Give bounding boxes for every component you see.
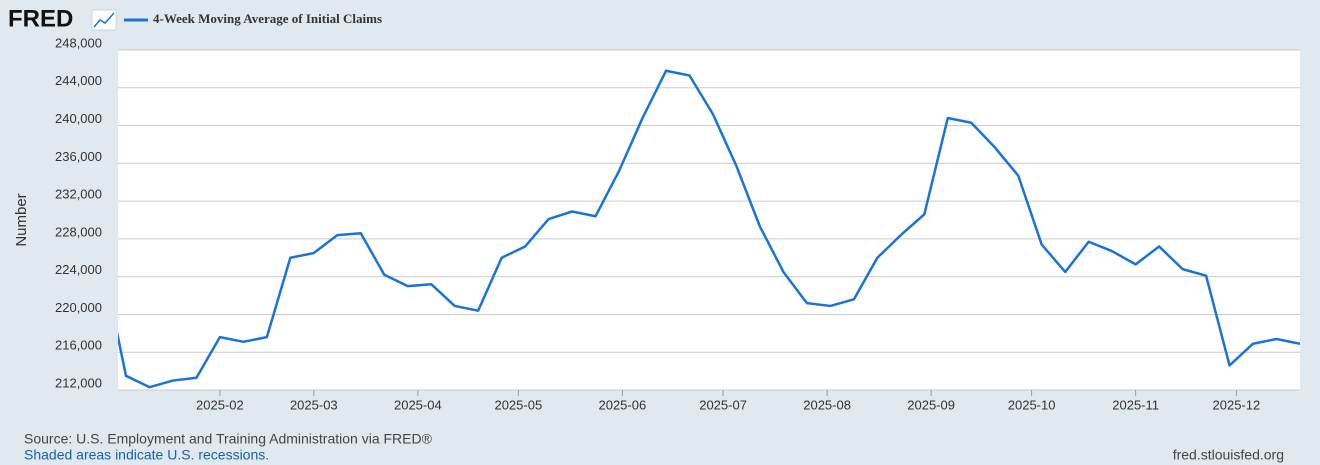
x-tick-label: 2025-11 — [1112, 397, 1159, 412]
y-tick-label: 216,000 — [55, 338, 102, 353]
y-tick-label: 240,000 — [55, 111, 102, 126]
x-tick-label: 2025-08 — [803, 397, 851, 412]
source: Source: U.S. Employment and Training Adm… — [24, 431, 433, 447]
y-tick-label: 232,000 — [55, 187, 102, 202]
x-tick-label: 2025-06 — [598, 397, 646, 412]
x-tick-label: 2025-09 — [907, 397, 955, 412]
x-tick-label: 2025-10 — [1008, 397, 1056, 412]
y-tick-label: 228,000 — [55, 224, 102, 239]
y-tick-label: 220,000 — [55, 300, 102, 315]
series-line — [118, 69, 1300, 389]
x-tick-label: 2025-05 — [494, 397, 542, 412]
y-tick-label: 212,000 — [55, 375, 102, 390]
x-tick-label: 2025-02 — [196, 397, 244, 412]
y-tick-label: 224,000 — [55, 262, 102, 277]
y-axis-label: Number — [13, 193, 30, 246]
y-tick-label: 248,000 — [55, 35, 102, 50]
recession-note[interactable]: Shaded areas indicate U.S. recessions. — [24, 447, 269, 463]
plot-area — [118, 50, 1300, 390]
y-tick-label: 236,000 — [55, 149, 102, 164]
logo: FRED — [8, 5, 73, 32]
y-tick-label: 244,000 — [55, 73, 102, 88]
site[interactable]: fred.stlouisfed.org — [1173, 447, 1284, 463]
x-tick-label: 2025-12 — [1213, 397, 1261, 412]
logo-icon — [91, 9, 117, 31]
legend-label: 4-Week Moving Average of Initial Claims — [153, 11, 382, 26]
x-tick-label: 2025-04 — [394, 397, 442, 412]
x-tick-label: 2025-03 — [290, 397, 338, 412]
x-tick-label: 2025-07 — [699, 397, 747, 412]
